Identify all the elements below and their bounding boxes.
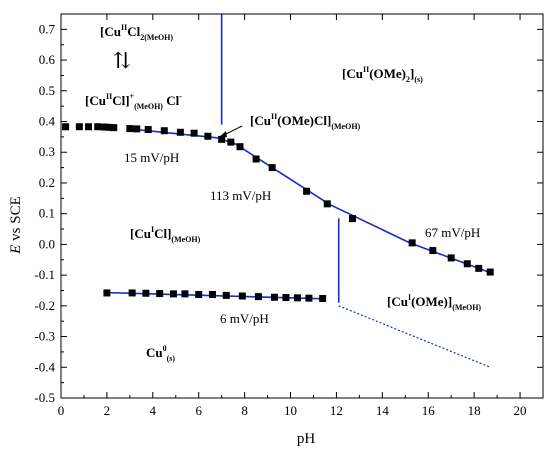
data-point — [222, 291, 230, 299]
slope-15-label: 15 mV/pH — [124, 150, 179, 165]
data-point — [190, 129, 198, 137]
x-tick-label: 12 — [330, 403, 343, 418]
y-tick-label: -0.5 — [34, 390, 55, 405]
data-point — [348, 215, 356, 223]
data-point — [218, 135, 226, 143]
y-tick-label: -0.3 — [34, 329, 55, 344]
slope-labels: 15 mV/pH 113 mV/pH 67 mV/pH 6 mV/pH — [124, 150, 480, 326]
data-point — [128, 289, 136, 297]
pointer-arrowhead — [218, 131, 227, 138]
data-point — [195, 290, 203, 298]
data-point — [156, 290, 164, 298]
slope-6-label: 6 mV/pH — [220, 311, 269, 326]
y-axis-title: E vs SCE — [8, 196, 24, 255]
data-point — [463, 260, 471, 268]
y-tick-label: 0.4 — [39, 114, 56, 129]
data-point — [323, 200, 331, 208]
x-axis-title: pH — [297, 431, 316, 447]
data-point — [181, 290, 189, 298]
data-point — [75, 123, 83, 131]
y-tick-label: -0.4 — [34, 359, 55, 374]
y-tick-label: 0.3 — [39, 144, 55, 159]
data-point — [303, 187, 311, 195]
data-point — [142, 289, 150, 297]
slope-113-label: 113 mV/pH — [210, 188, 271, 203]
data-point — [429, 247, 437, 255]
data-point — [252, 155, 260, 163]
phase-boundaries — [220, 14, 491, 368]
data-point — [293, 294, 301, 302]
y-tick-label: 0.5 — [39, 83, 55, 98]
x-tick-label: 20 — [514, 403, 527, 418]
label-cuome2: [CuII(OMe)2](s) — [342, 65, 423, 84]
data-point — [319, 294, 327, 302]
data-point — [169, 290, 177, 298]
data-point — [126, 125, 134, 133]
y-axis-ticks: -0.5 -0.4 -0.3 -0.2 -0.1 0.0 0.1 0.2 0.3 0.4 0.5 0.… — [34, 13, 543, 405]
plot-frame — [60, 13, 544, 399]
region-labels: [CuIICl2(MeOH) ⇅ [CuIICl]+(MeOH) Cl- [Cu… — [85, 23, 481, 363]
data-point — [208, 290, 216, 298]
x-tick-label: 18 — [468, 403, 481, 418]
data-point — [62, 123, 70, 131]
data-point — [447, 254, 455, 262]
y-tick-label: 0.7 — [39, 21, 56, 36]
fit-line — [129, 128, 491, 274]
x-tick-label: 16 — [422, 403, 436, 418]
data-point — [85, 123, 93, 131]
data-point — [101, 123, 109, 131]
data-point — [305, 294, 313, 302]
data-point — [270, 293, 278, 301]
x-tick-label: 4 — [150, 403, 157, 418]
x-tick-label: 10 — [284, 403, 297, 418]
x-tick-label: 6 — [195, 403, 202, 418]
data-point — [110, 124, 118, 132]
x-tick-label: 8 — [241, 403, 248, 418]
data-point — [204, 132, 212, 140]
data-point — [408, 239, 416, 247]
slope-67-label: 67 mV/pH — [425, 225, 480, 240]
data-point — [160, 127, 168, 135]
x-tick-label: 0 — [58, 403, 65, 418]
data-point — [227, 138, 235, 146]
data-markers — [62, 123, 494, 302]
data-point — [94, 123, 102, 131]
data-point — [268, 164, 276, 172]
x-axis-ticks: 0 2 4 6 8 10 12 14 16 18 20 — [58, 14, 527, 418]
y-tick-label: 0.2 — [39, 175, 55, 190]
data-point — [105, 123, 113, 131]
data-point — [236, 143, 244, 151]
label-cuomecl: [CuII(OMe)Cl](MeOH) — [250, 112, 361, 131]
data-point — [133, 125, 141, 133]
data-point — [282, 294, 290, 302]
label-cuicl: [CuICl](MeOH) — [130, 225, 201, 244]
x-tick-label: 14 — [376, 403, 390, 418]
label-cu0: Cu0(s) — [146, 344, 175, 363]
data-point — [176, 128, 184, 136]
data-point — [254, 293, 262, 301]
data-point — [486, 268, 494, 276]
y-tick-label: 0.0 — [39, 236, 55, 251]
y-tick-label: 0.6 — [39, 52, 56, 67]
label-cu2cl: [CuIICl]+(MeOH) Cl- — [85, 92, 182, 111]
y-tick-label: -0.2 — [34, 298, 55, 313]
data-point — [238, 292, 246, 300]
data-point — [475, 264, 483, 272]
y-tick-label: 0.1 — [39, 206, 55, 221]
label-cuiome: [CuI(OMe)](MeOH) — [387, 293, 481, 312]
data-point — [103, 289, 111, 297]
x-tick-label: 2 — [104, 403, 111, 418]
dotted-boundary — [338, 305, 491, 368]
equilibrium-arrow: ⇅ — [113, 48, 131, 73]
label-cu2cl2: [CuIICl2(MeOH) — [100, 23, 173, 42]
y-tick-label: -0.1 — [34, 267, 55, 282]
data-point — [144, 126, 152, 134]
